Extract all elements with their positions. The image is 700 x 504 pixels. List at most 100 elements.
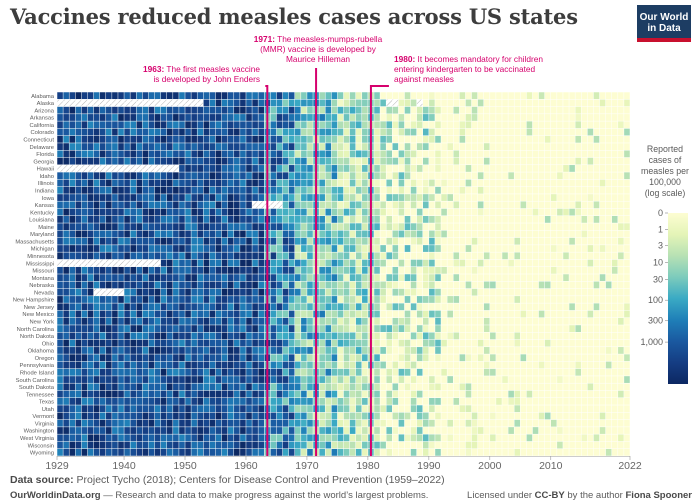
heatmap-cell (99, 92, 106, 100)
heatmap-cell (404, 121, 411, 129)
site-link[interactable]: OurWorldinData.org (10, 490, 101, 501)
heatmap-cell (355, 252, 362, 260)
heatmap-cell (112, 150, 118, 158)
heatmap-cell (325, 332, 332, 340)
heatmap-cell (185, 448, 191, 456)
heatmap-cell (337, 135, 344, 143)
heatmap-cell (569, 325, 575, 332)
heatmap-cell (343, 201, 350, 209)
heatmap-cell (185, 368, 191, 376)
heatmap-cell (203, 354, 210, 362)
heatmap-cell (496, 441, 502, 449)
heatmap-cell (398, 390, 405, 398)
heatmap-cell (276, 281, 283, 289)
heatmap-cell (136, 376, 143, 383)
heatmap-cell (118, 296, 124, 303)
heatmap-cell (99, 106, 106, 114)
heatmap-cell (508, 405, 514, 413)
heatmap-cell (57, 405, 63, 413)
heatmap-cell (624, 448, 630, 456)
heatmap-cell (240, 106, 246, 114)
heatmap-cell (502, 347, 508, 354)
heatmap-cell (593, 441, 600, 449)
heatmap-cell (81, 157, 88, 165)
state-label: Kentucky (30, 210, 54, 216)
heatmap-cell (130, 135, 136, 143)
heatmap-cell (221, 412, 228, 420)
heatmap-cell (276, 427, 283, 434)
heatmap-cell (581, 339, 588, 347)
heatmap-cell (514, 325, 521, 332)
heatmap-cell (532, 288, 539, 296)
heatmap-cell (422, 383, 429, 391)
heatmap-cell (611, 354, 618, 362)
heatmap-cell (435, 376, 441, 383)
heatmap-cell (374, 317, 380, 325)
heatmap-cell (246, 150, 252, 158)
heatmap-cell (325, 237, 332, 245)
heatmap-cell (270, 434, 277, 442)
heatmap-cell (319, 376, 325, 383)
heatmap-cell (258, 376, 265, 383)
heatmap-cell (130, 114, 136, 121)
heatmap-cell (288, 157, 295, 165)
heatmap-cell (593, 194, 600, 201)
heatmap-cell (441, 441, 447, 449)
heatmap-cell (362, 376, 368, 383)
heatmap-cell (99, 347, 106, 354)
license-link[interactable]: CC-BY (534, 490, 565, 501)
heatmap-cell (75, 252, 82, 260)
heatmap-cell (246, 252, 252, 260)
heatmap-cell (410, 150, 417, 158)
heatmap-cell (270, 390, 277, 398)
heatmap-cell (203, 390, 210, 398)
heatmap-cell (112, 114, 118, 121)
heatmap-cell (520, 361, 527, 369)
heatmap-cell (355, 390, 362, 398)
heatmap-cell (465, 398, 472, 405)
heatmap-cell (331, 281, 338, 289)
heatmap-cell (124, 310, 130, 318)
heatmap-cell (246, 92, 252, 100)
heatmap-cell (380, 361, 386, 369)
heatmap-cell (63, 128, 69, 136)
heatmap-cell (374, 347, 380, 354)
heatmap-cell (87, 252, 94, 260)
heatmap-cell (447, 317, 453, 325)
heatmap-cell (154, 303, 161, 311)
heatmap-cell (270, 135, 277, 143)
heatmap-cell (69, 354, 76, 362)
heatmap-cell (599, 354, 606, 362)
heatmap-cell (166, 114, 173, 121)
heatmap-cell (112, 259, 118, 267)
heatmap-cell (136, 143, 143, 150)
heatmap-cell (575, 245, 581, 252)
heatmap-cell (234, 419, 240, 427)
heatmap-cell (148, 296, 155, 303)
heatmap-cell (343, 143, 350, 150)
heatmap-cell (618, 114, 624, 121)
heatmap-cell (532, 216, 539, 223)
heatmap-cell (605, 325, 612, 332)
heatmap-cell (294, 390, 301, 398)
owid-logo[interactable]: Our World in Data (637, 5, 691, 42)
heatmap-cell (130, 128, 136, 136)
heatmap-cell (234, 303, 240, 311)
heatmap-cell (185, 165, 191, 172)
heatmap-cell (349, 194, 356, 201)
state-label: California (30, 123, 55, 129)
heatmap-cell (514, 448, 521, 456)
heatmap-cell (429, 194, 435, 201)
heatmap-cell (422, 347, 429, 354)
heatmap-cell (307, 99, 313, 107)
heatmap-cell (246, 310, 252, 318)
heatmap-cell (362, 135, 368, 143)
heatmap-cell (374, 325, 380, 332)
heatmap-cell (416, 419, 423, 427)
heatmap-cell (63, 179, 69, 187)
heatmap-cell (185, 405, 191, 413)
heatmap-cell (112, 390, 118, 398)
heatmap-cell (221, 274, 228, 282)
heatmap-cell (380, 143, 386, 150)
heatmap-cell (422, 361, 429, 369)
